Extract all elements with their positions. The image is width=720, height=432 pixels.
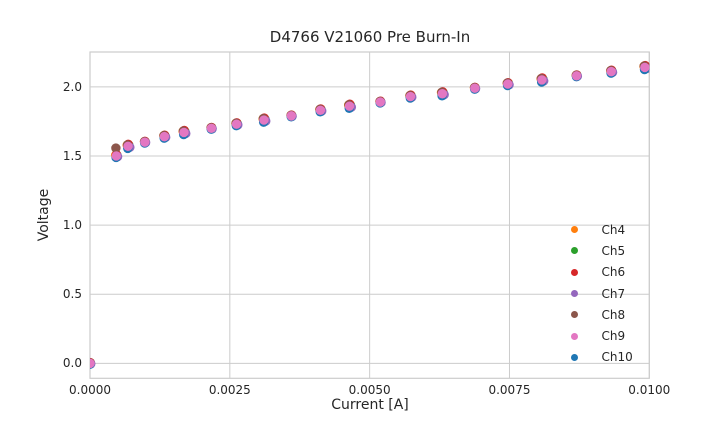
data-point: [259, 115, 269, 125]
legend-label: Ch6: [601, 265, 626, 280]
data-point: [123, 141, 133, 151]
data-point: [537, 75, 547, 85]
legend-item-Ch9: Ch9: [567, 325, 633, 346]
legend-item-Ch4: Ch4: [567, 219, 633, 240]
legend-item-Ch8: Ch8: [567, 304, 633, 325]
legend-item-Ch5: Ch5: [567, 240, 633, 261]
x-tick-label: 0.0000: [69, 383, 111, 397]
data-point: [571, 71, 582, 81]
y-axis-label: Voltage: [36, 188, 52, 242]
gridlines: [89, 52, 650, 379]
chart-title: D4766 V21060 Pre Burn-In: [269, 28, 471, 46]
x-axis-label: Current [A]: [331, 397, 409, 413]
legend-swatch-icon: [570, 268, 578, 276]
data-point: [179, 127, 189, 138]
y-tick-label: 2.0: [62, 79, 82, 94]
series-Ch9: [90, 62, 650, 369]
plot-frame: [89, 51, 650, 379]
x-tick-label: 0.0100: [628, 383, 671, 397]
legend-label: Ch8: [601, 307, 626, 322]
legend-item-Ch7: Ch7: [567, 283, 633, 304]
legend-label: Ch5: [601, 243, 626, 258]
data-markers: [90, 60, 650, 369]
data-point: [111, 143, 121, 153]
data-point: [640, 62, 650, 73]
legend-swatch-icon: [570, 332, 578, 340]
legend: Ch4 Ch5 Ch6 Ch7 Ch8 Ch9 Ch10: [567, 219, 633, 368]
legend-label: Ch10: [601, 350, 633, 365]
legend-label: Ch7: [601, 286, 626, 301]
data-point: [206, 123, 217, 134]
data-point: [286, 111, 297, 121]
legend-swatch-icon: [570, 311, 578, 319]
data-point: [606, 66, 616, 77]
series-Ch6: [90, 60, 650, 368]
legend-swatch-icon: [570, 247, 578, 255]
legend-swatch-icon: [570, 290, 578, 298]
data-point: [375, 97, 385, 107]
series-Ch8: [90, 61, 649, 368]
series-Ch10: [90, 64, 650, 369]
legend-swatch-icon: [570, 353, 578, 361]
data-point: [405, 91, 416, 102]
x-tick-label: 0.0050: [348, 383, 391, 397]
x-tick-label: 0.0025: [208, 383, 251, 397]
data-point: [470, 83, 480, 93]
series-Ch5: [90, 61, 650, 368]
legend-item-Ch10: Ch10: [567, 347, 633, 368]
data-point: [437, 89, 448, 99]
legend-label: Ch9: [601, 329, 626, 344]
y-tick-label: 1.5: [62, 148, 82, 163]
data-point: [140, 137, 150, 147]
x-tick-label: 0.0075: [488, 383, 531, 397]
legend-item-Ch6: Ch6: [567, 262, 633, 283]
data-point: [231, 119, 242, 129]
legend-swatch-icon: [570, 226, 578, 234]
y-tick-label: 0.5: [62, 287, 82, 302]
data-point: [503, 79, 513, 89]
data-point: [344, 101, 355, 111]
series-Ch4: [90, 61, 649, 368]
y-tick-label: 0.0: [62, 356, 82, 371]
legend-label: Ch4: [601, 222, 626, 237]
data-point: [315, 105, 326, 116]
data-point: [111, 151, 121, 161]
y-tick-label: 1.0: [62, 218, 82, 233]
data-point: [159, 131, 170, 142]
data-point: [90, 358, 95, 369]
